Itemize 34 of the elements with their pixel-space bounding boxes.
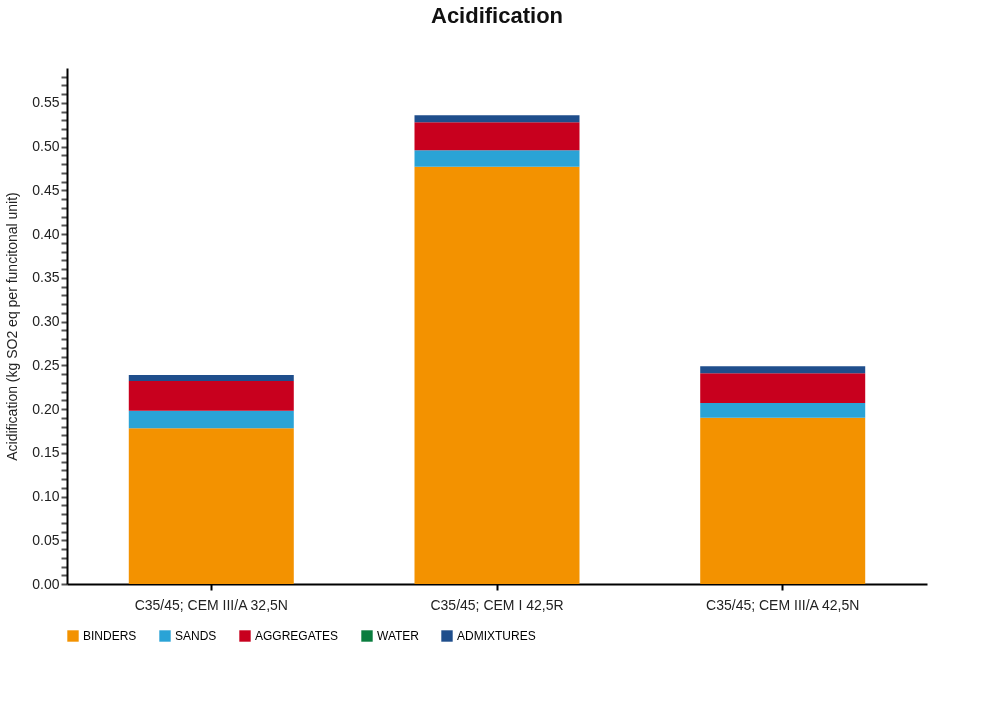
y-tick-label: 0.30 [32, 313, 60, 330]
y-tick-label: 0.05 [32, 531, 60, 548]
bar [128, 410, 294, 429]
y-tick-label: 0.50 [32, 138, 60, 155]
y-tick-label: 0.55 [32, 94, 60, 111]
y-axis-title: Acidification (kg SO2 eq per funcitonal unit) [4, 192, 21, 461]
bar [700, 373, 866, 403]
y-tick-label: 0.35 [32, 269, 60, 286]
bar [700, 366, 866, 374]
y-tick-label: 0.00 [32, 575, 60, 592]
y-tick-label: 0.15 [32, 444, 60, 461]
bar [414, 166, 580, 584]
bar [700, 417, 866, 584]
x-tick-label: C35/45; CEM III/A 32,5N [134, 596, 288, 613]
legend-label: AGGREGATES [255, 629, 339, 643]
bar [700, 402, 866, 418]
x-tick-label: C35/45; CEM III/A 42,5N [706, 596, 860, 613]
y-tick-label: 0.20 [32, 400, 60, 417]
bar [414, 122, 580, 151]
bar [128, 381, 294, 411]
legend-label: ADMIXTURES [457, 629, 536, 643]
y-tick-label: 0.45 [32, 181, 60, 198]
x-tick-label: C35/45; CEM I 42,5R [430, 596, 564, 613]
bar [414, 150, 580, 167]
legend-label: SANDS [175, 629, 217, 643]
bar [128, 428, 294, 584]
legend-label: WATER [377, 629, 420, 643]
y-tick-label: 0.10 [32, 488, 60, 505]
y-tick-label: 0.25 [32, 356, 60, 373]
bar [128, 374, 294, 382]
chart-title: Acidification [430, 3, 564, 28]
y-tick-label: 0.40 [32, 225, 60, 242]
bar [414, 115, 580, 123]
legend-label: BINDERS [83, 629, 137, 643]
